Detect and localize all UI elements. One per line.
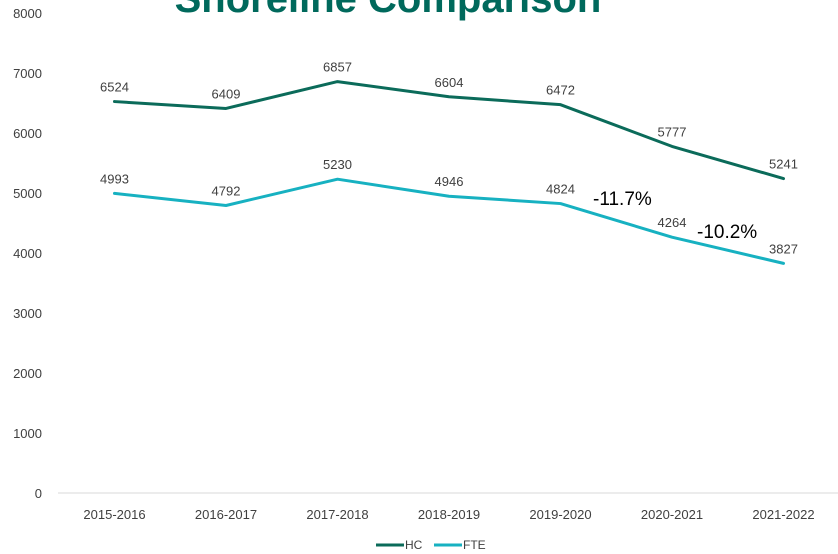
- y-tick-label: 4000: [13, 246, 42, 261]
- legend: HC FTE: [376, 538, 486, 552]
- data-label-fte: 3827: [769, 241, 798, 256]
- data-label-hc: 6604: [435, 75, 464, 90]
- data-labels: 6524 6409 6857 6604 6472 5777 5241 4993 4792 5230…: [100, 60, 798, 257]
- y-tick-label: 6000: [13, 126, 42, 141]
- data-label-fte: 4264: [658, 215, 687, 230]
- x-tick-label: 2020-2021: [641, 507, 703, 522]
- data-label-fte: 4993: [100, 171, 129, 186]
- series-line-hc: [113, 80, 785, 181]
- x-tick-label: 2018-2019: [418, 507, 480, 522]
- series-lines: [113, 80, 785, 265]
- x-tick-label: 2016-2017: [195, 507, 257, 522]
- data-label-hc: 6409: [212, 86, 241, 101]
- series-line-fte: [113, 177, 785, 265]
- chart-title: Shoreline Comparison: [175, 0, 602, 21]
- x-tick-label: 2015-2016: [83, 507, 145, 522]
- y-tick-label: 8000: [13, 6, 42, 21]
- legend-label-hc: HC: [405, 538, 423, 552]
- data-label-fte: 4946: [435, 174, 464, 189]
- data-label-fte: 4824: [546, 182, 575, 197]
- y-tick-label: 1000: [13, 426, 42, 441]
- data-label-hc: 5777: [658, 124, 687, 139]
- annotation-hc-fte-2020-2021: -11.7%: [593, 189, 652, 210]
- x-tick-label: 2019-2020: [529, 507, 591, 522]
- legend-label-fte: FTE: [463, 538, 486, 552]
- x-tick-label: 2017-2018: [306, 507, 368, 522]
- data-label-hc: 6472: [546, 83, 575, 98]
- annotation-fte-2021-2022: -10.2%: [697, 222, 757, 243]
- y-tick-label: 7000: [13, 66, 42, 81]
- data-label-hc: 6524: [100, 80, 129, 95]
- data-label-hc: 5241: [769, 157, 798, 172]
- x-tick-label: 2021-2022: [752, 507, 814, 522]
- y-axis-ticks: 0 1000 2000 3000 4000 5000 6000 7000 8000: [13, 6, 42, 501]
- y-tick-label: 3000: [13, 306, 42, 321]
- data-label-hc: 6857: [323, 60, 352, 75]
- y-tick-label: 0: [35, 486, 42, 501]
- y-tick-label: 5000: [13, 186, 42, 201]
- y-tick-label: 2000: [13, 366, 42, 381]
- data-label-fte: 5230: [323, 157, 352, 172]
- data-label-fte: 4792: [212, 183, 241, 198]
- x-axis-ticks: 2015-2016 2016-2017 2017-2018 2018-2019 2019…: [83, 507, 814, 522]
